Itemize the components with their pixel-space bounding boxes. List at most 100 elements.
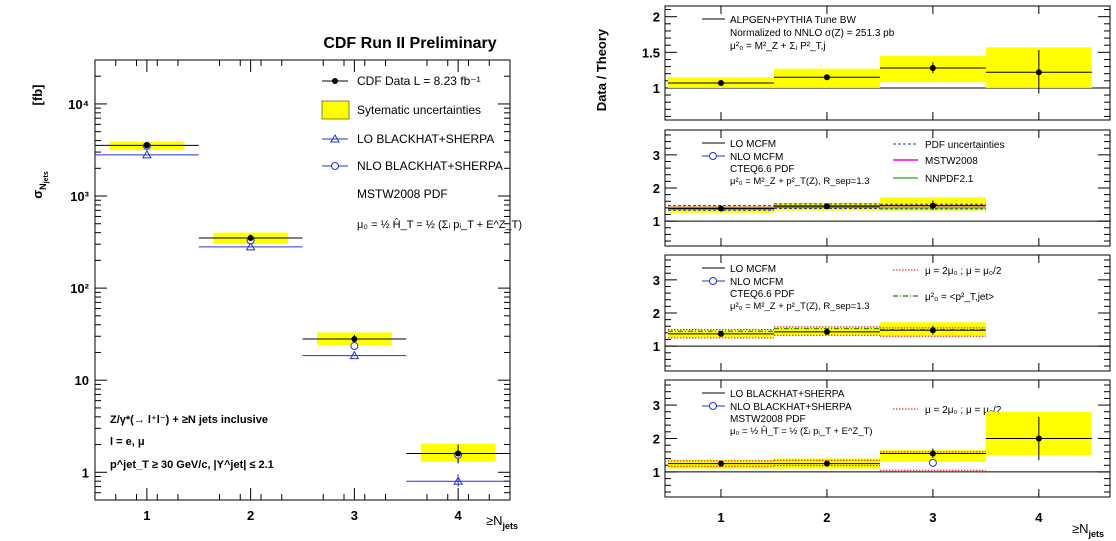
legend-data-label: CDF Data L = 8.23 fb⁻¹ <box>357 74 481 88</box>
ratio-panel-2: 1 2 3 <box>653 129 1111 247</box>
left-y-axis-label: σNjets <box>30 171 50 199</box>
nlo-marker <box>928 458 937 467</box>
legend-pdf-label: MSTW2008 PDF <box>357 187 448 201</box>
p2-legend-mstw: MSTW2008 <box>925 156 978 167</box>
lo-marker <box>245 241 256 251</box>
lo-marker <box>142 149 152 159</box>
lo-marker <box>349 350 360 360</box>
p4-legend-pdf: MSTW2008 PDF <box>730 414 806 425</box>
p2-legend-pdf: CTEQ6.6 PDF <box>730 164 794 175</box>
x-tick-label: 1 <box>143 508 150 523</box>
p3-legend-scale: μ²₀ = M²_Z + p²_T(Z), R_sep=1.3 <box>730 301 870 312</box>
y-tick-label: 3 <box>653 398 660 413</box>
y-tick-label: 10⁴ <box>68 97 89 112</box>
p2-legend-nlo-marker <box>709 152 717 160</box>
legend-lo-marker <box>330 133 340 143</box>
legend-nlo-marker <box>331 162 339 170</box>
ratio-marker <box>717 79 724 86</box>
legend-lo-label: LO BLACKHAT+SHERPA <box>357 132 494 146</box>
ratio-marker <box>1035 69 1042 76</box>
y-tick-label: 2 <box>653 306 660 321</box>
x-tick-label: 3 <box>351 508 358 523</box>
p4-legend-lo: LO BLACKHAT+SHERPA <box>730 389 845 400</box>
ratio-marker <box>929 450 936 457</box>
p3-legend-nlo-marker <box>709 277 717 285</box>
left-chart-title: CDF Run II Preliminary <box>323 35 496 52</box>
annotation-leptons: l = e, μ <box>110 436 145 448</box>
left-legend: CDF Data L = 8.23 fb⁻¹ Sytematic uncerta… <box>321 74 522 231</box>
p2-legend-pdfunc: PDF uncertainties <box>925 140 1004 151</box>
left-plot-frame <box>94 59 511 501</box>
x-tick-label: 2 <box>247 508 254 523</box>
ratio-marker <box>929 64 936 71</box>
x-tick-label: 3 <box>929 510 936 525</box>
y-tick-label: 10³ <box>70 189 89 204</box>
data-marker <box>143 142 150 149</box>
p1-legend-line1: ALPGEN+PYTHIA Tune BW <box>730 15 856 26</box>
nlo-marker <box>350 342 359 351</box>
lo-marker <box>453 476 463 485</box>
ratio-y-axis-label: Data / Theory <box>594 28 609 111</box>
y-tick-label: 2 <box>653 181 660 196</box>
p4-legend-nlo-marker <box>709 402 717 410</box>
ratio-panel-3: 1 2 3 <box>653 254 1111 372</box>
panel-frame <box>664 5 1111 121</box>
ratio-panels: Data / Theory ≥Njets ALPGEN+PYTHIA Tune … <box>594 15 1104 539</box>
legend-syst-label: Sytematic uncertainties <box>357 103 481 117</box>
left-x-axis-label: ≥Njets <box>486 513 518 531</box>
y-tick-label: 2 <box>653 10 660 25</box>
ratio-panel-4: 1 2 3 1 2 3 4 <box>653 379 1111 525</box>
y-tick-label: 1 <box>653 339 660 354</box>
p2-legend-scale: μ²₀ = M²_Z + p²_T(Z), R_sep=1.3 <box>730 176 870 187</box>
p1-legend-line3: μ²₀ = M²_Z + Σⱼ P²_T,j <box>730 41 826 52</box>
legend-syst-swatch <box>321 100 350 120</box>
annotation-cuts: p^jet_T ≥ 30 GeV/c, |Y^jet| ≤ 2.1 <box>110 459 274 471</box>
p2-legend-nlo: NLO MCFM <box>730 152 783 163</box>
p1-legend-line2: Normalized to NNLO σ(Z) = 251.3 pb <box>730 28 895 39</box>
data-marker <box>351 336 358 343</box>
p3-legend-nlo: NLO MCFM <box>730 277 783 288</box>
left-chart: CDF Run II Preliminary σNjets [fb] ≥Njet… <box>30 35 522 531</box>
y-tick-label: 1 <box>653 81 660 96</box>
ratio-marker <box>929 327 936 334</box>
y-tick-label: 10² <box>70 281 89 296</box>
legend-scale-label: μ₀ = ½ Ĥ_T = ½ (Σᵢ pᵢ_T + E^Z_T) <box>357 218 522 231</box>
y-tick-label: 3 <box>653 148 660 163</box>
p3-legend-lo: LO MCFM <box>730 264 776 275</box>
left-y-axis-unit: [fb] <box>30 85 45 106</box>
ratio-marker <box>823 328 830 335</box>
annotation-process: Z/γ*(→ l⁺l⁻) + ≥N jets inclusive <box>110 414 268 426</box>
x-tick-label: 4 <box>455 508 463 523</box>
p3-legend-pdf: CTEQ6.6 PDF <box>730 289 794 300</box>
p2-legend-lo: LO MCFM <box>730 139 776 150</box>
y-tick-label: 1 <box>82 465 89 480</box>
ratio-marker <box>717 330 724 337</box>
x-tick-label: 2 <box>823 510 830 525</box>
data-marker <box>247 235 254 242</box>
ratio-4-legend: LO BLACKHAT+SHERPA NLO BLACKHAT+SHERPA M… <box>702 389 1002 437</box>
ratio-marker <box>823 74 830 81</box>
data-marker <box>455 450 462 457</box>
ratio-marker <box>823 460 830 467</box>
ratio-1-legend: ALPGEN+PYTHIA Tune BW Normalized to NNLO… <box>702 15 895 52</box>
left-plot-area: 1 10 10² 10³ 10⁴ 1 2 3 4 <box>68 59 510 523</box>
ratio-marker <box>929 202 936 209</box>
ratio-panel-1: 11.52 <box>642 5 1111 121</box>
p3-legend-var2: μ²₀ = <p²_T,jet> <box>925 292 994 303</box>
y-tick-label: 2 <box>653 432 660 447</box>
p4-legend-scale: μ₀ = ½ Ĥ_T = ½ (Σᵢ pᵢ_T + E^Z_T) <box>730 426 873 437</box>
ratio-marker <box>717 460 724 467</box>
p4-legend-var1: μ = 2μ₀ ; μ = μ₀/2 <box>925 405 1002 416</box>
ratio-marker <box>1035 435 1042 442</box>
p3-legend-var1: μ = 2μ₀ ; μ = μ₀/2 <box>925 266 1002 277</box>
left-annotation: Z/γ*(→ l⁺l⁻) + ≥N jets inclusive l = e, … <box>110 414 274 471</box>
y-tick-label: 10 <box>75 373 89 388</box>
p4-legend-nlo: NLO BLACKHAT+SHERPA <box>730 402 852 413</box>
y-tick-label: 3 <box>653 273 660 288</box>
p2-legend-nnpdf: NNPDF2.1 <box>925 174 974 185</box>
ratio-x-axis-label: ≥Njets <box>1072 521 1104 539</box>
ratio-3-legend: LO MCFM NLO MCFM CTEQ6.6 PDF μ²₀ = M²_Z … <box>702 264 1002 312</box>
x-tick-label: 1 <box>717 510 724 525</box>
